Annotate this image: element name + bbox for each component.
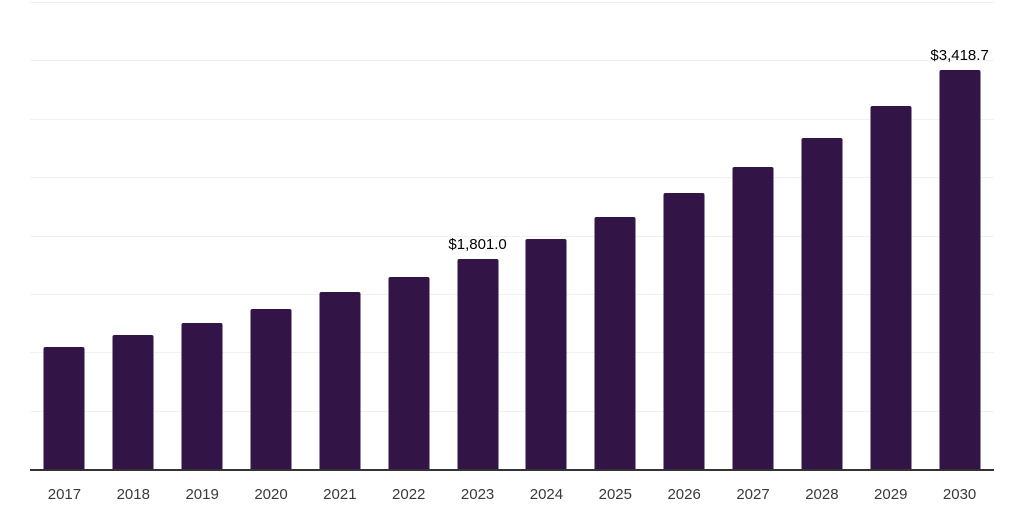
bar-slot-2025: 2025 xyxy=(581,2,650,503)
bar-slot-2029: 2029 xyxy=(856,2,925,503)
x-axis-label-2020: 2020 xyxy=(254,486,288,503)
x-axis-label-2018: 2018 xyxy=(116,486,150,503)
gridline-1500 xyxy=(30,293,994,295)
x-axis-label-2019: 2019 xyxy=(185,486,219,503)
bar-slot-2028: 2028 xyxy=(787,2,856,503)
x-axis-label-2023: 2023 xyxy=(460,486,495,503)
bar-2029[interactable] xyxy=(870,105,912,469)
gridline-4000 xyxy=(30,2,994,3)
data-label-2030: $3,418.7 xyxy=(930,46,989,64)
bar-2022[interactable] xyxy=(388,277,430,469)
x-axis-label-2030: 2030 xyxy=(942,486,977,503)
x-axis-label-2021: 2021 xyxy=(323,486,357,503)
bar-2020[interactable] xyxy=(250,308,292,469)
x-axis-label-2028: 2028 xyxy=(805,486,839,503)
x-axis-label-2022: 2022 xyxy=(392,486,426,503)
bar-2024[interactable] xyxy=(525,239,567,469)
gridline-3500 xyxy=(30,60,994,62)
x-axis-label-2027: 2027 xyxy=(736,486,770,503)
gridline-500 xyxy=(30,410,994,412)
x-axis-label-2017: 2017 xyxy=(47,486,82,503)
gridline-3000 xyxy=(30,118,994,120)
bar-slot-2017: 2017 xyxy=(30,2,99,503)
plot-area: 2017 2018 2019 2020 2021 2022 $1,801.0 2023 2024… xyxy=(30,2,994,503)
bar-slot-2020: 2020 xyxy=(237,2,306,503)
x-axis-label-2024: 2024 xyxy=(529,486,564,503)
bar-series: 2017 2018 2019 2020 2021 2022 $1,801.0 2023 2024… xyxy=(30,2,994,503)
bar-2025[interactable] xyxy=(594,217,636,469)
bar-slot-2023: $1,801.0 2023 xyxy=(443,2,512,503)
bar-slot-2022: 2022 xyxy=(374,2,443,503)
gridline-2000 xyxy=(30,235,994,237)
bar-2023[interactable] xyxy=(457,258,499,469)
bar-2027[interactable] xyxy=(732,166,774,469)
bar-2028[interactable] xyxy=(801,137,843,469)
bar-2019[interactable] xyxy=(181,322,223,469)
bar-slot-2019: 2019 xyxy=(168,2,237,503)
gridline-2500 xyxy=(30,177,994,179)
gridline-1000 xyxy=(30,352,994,354)
bar-2021[interactable] xyxy=(319,292,361,469)
bar-slot-2018: 2018 xyxy=(99,2,168,503)
bar-slot-2024: 2024 xyxy=(512,2,581,503)
bar-slot-2030: $3,418.7 2030 xyxy=(925,2,994,503)
bar-slot-2027: 2027 xyxy=(719,2,788,503)
bar-2018[interactable] xyxy=(112,334,154,469)
bar-2030[interactable] xyxy=(939,69,981,469)
bar-slot-2021: 2021 xyxy=(305,2,374,503)
x-axis-label-2029: 2029 xyxy=(874,486,908,503)
bar-slot-2026: 2026 xyxy=(650,2,719,503)
bar-2026[interactable] xyxy=(663,193,705,469)
data-label-2023: $1,801.0 xyxy=(448,235,507,253)
x-axis-label-2026: 2026 xyxy=(667,486,701,503)
x-axis-label-2025: 2025 xyxy=(598,486,632,503)
bar-2017[interactable] xyxy=(43,346,85,469)
